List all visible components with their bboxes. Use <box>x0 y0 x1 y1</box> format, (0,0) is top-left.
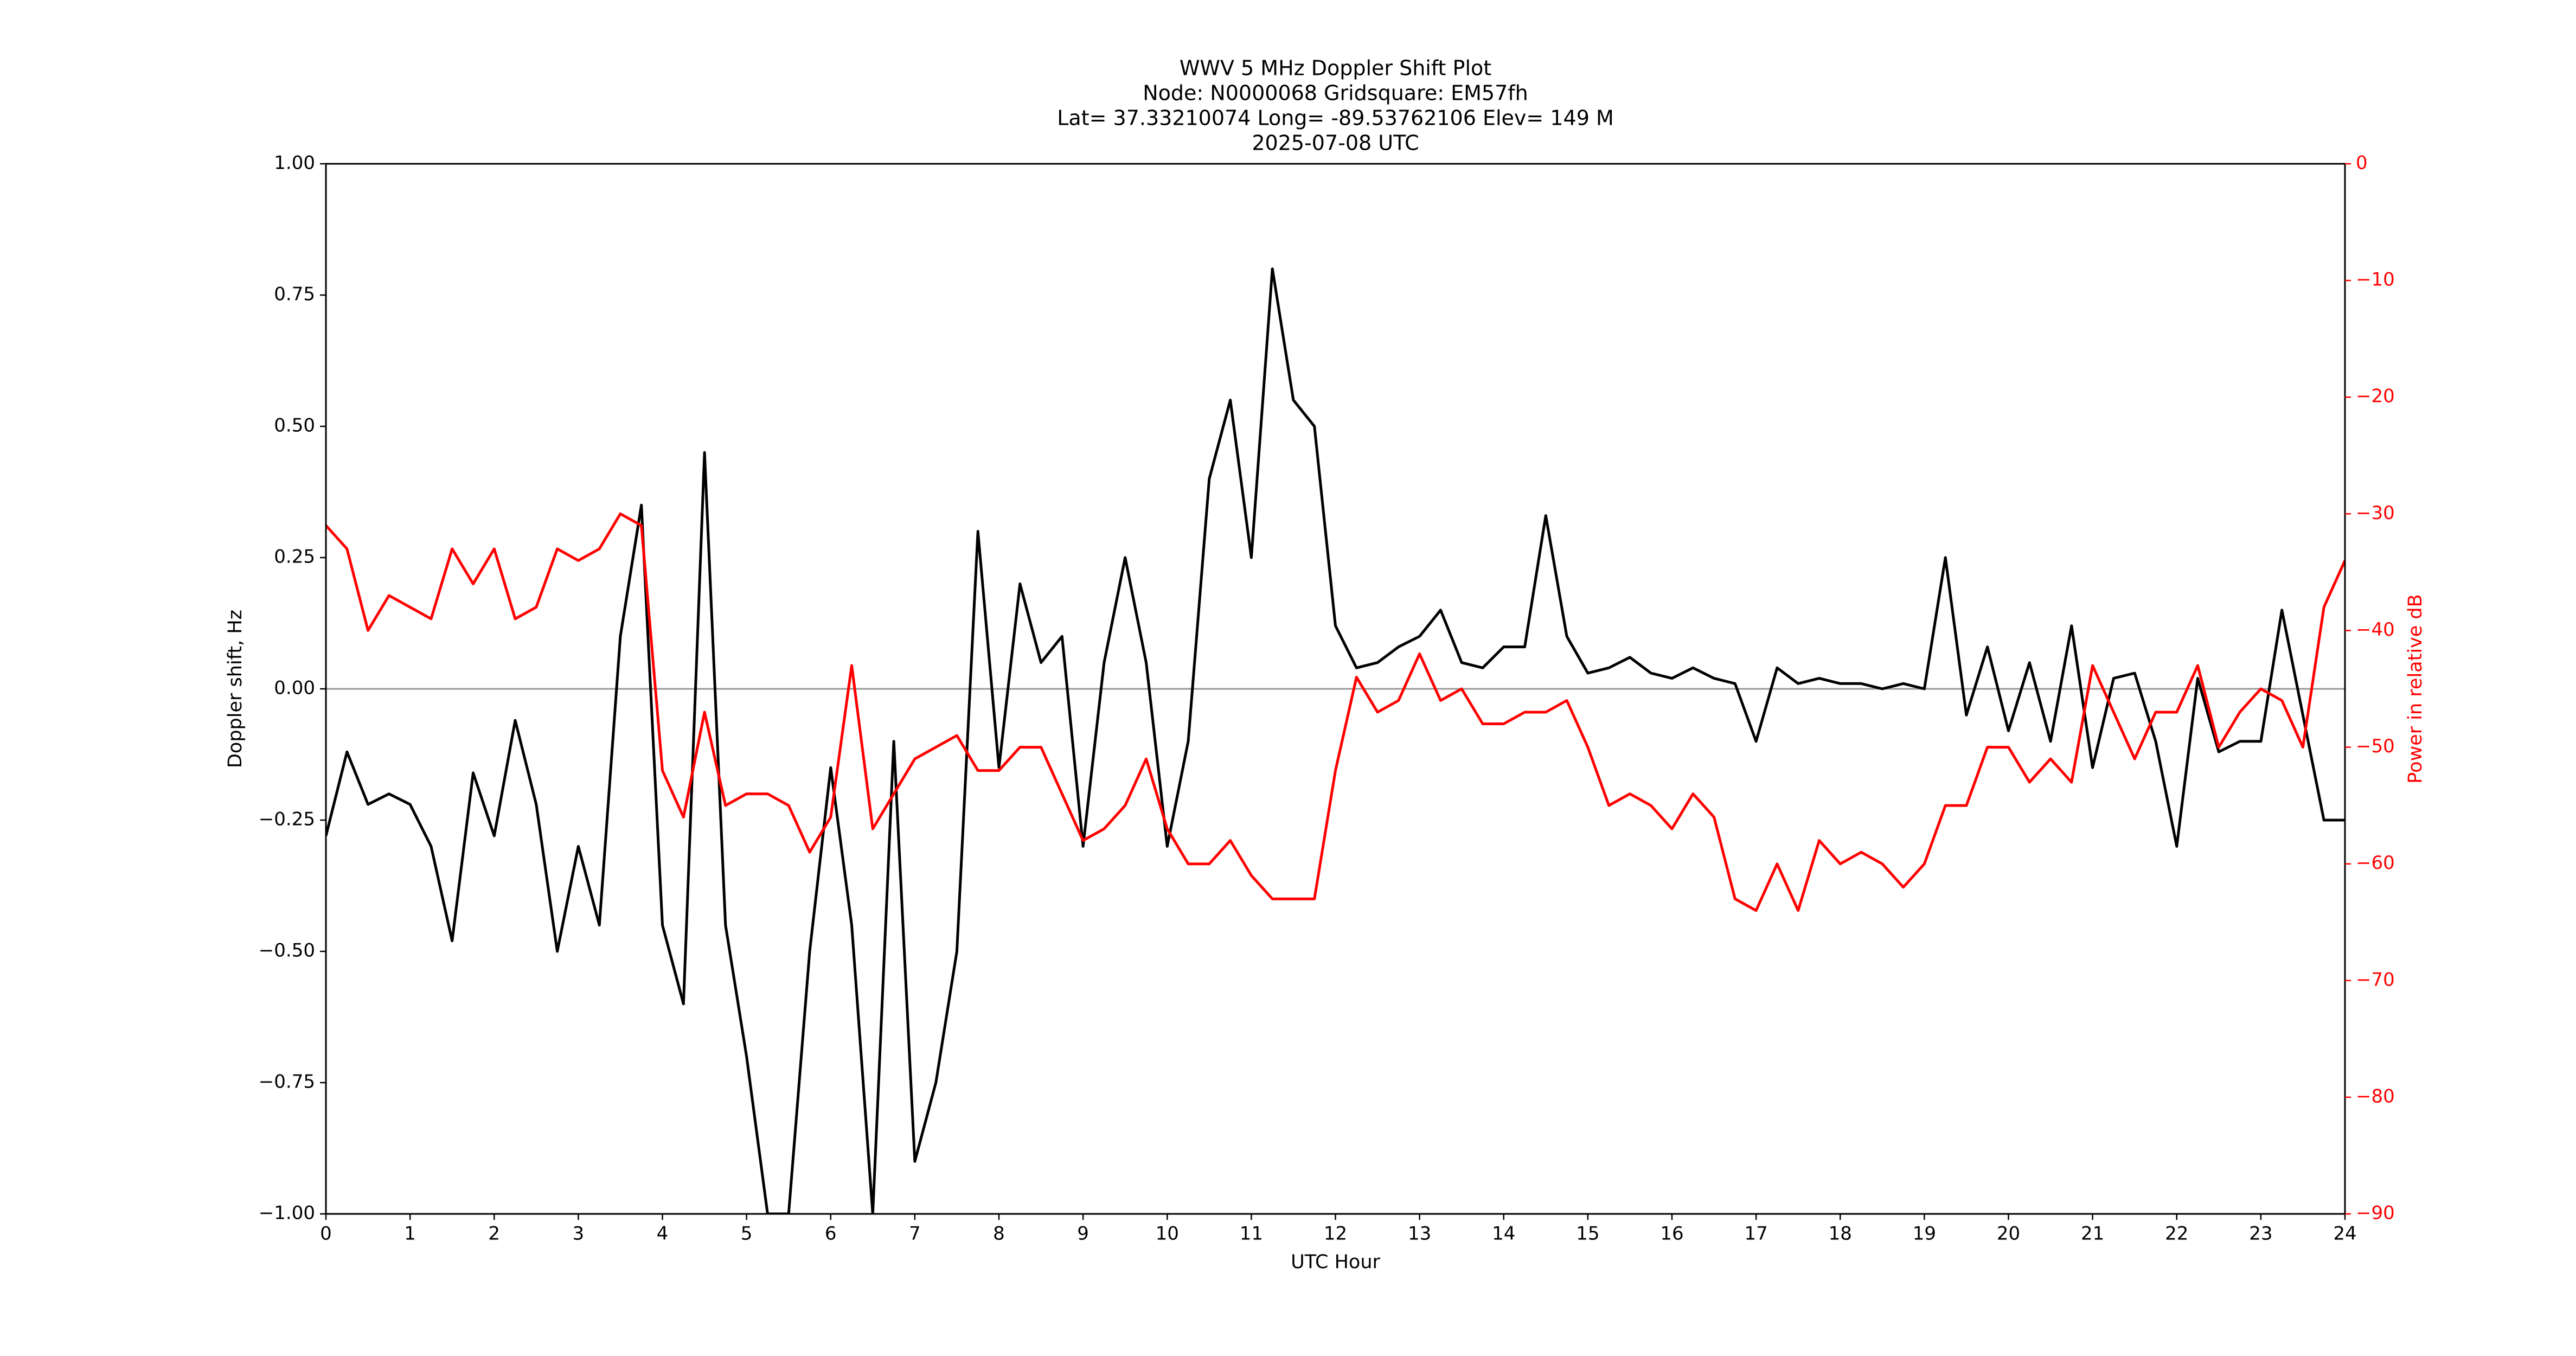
x-tick-label: 12 <box>1324 1223 1347 1245</box>
x-tick-label: 23 <box>2249 1223 2272 1245</box>
y-tick-label: 0.25 <box>274 546 315 568</box>
x-tick-label: 8 <box>993 1223 1005 1245</box>
x-tick-label: 15 <box>1576 1223 1599 1245</box>
x-tick-label: 0 <box>320 1223 332 1245</box>
y2-tick-label: −70 <box>2356 969 2395 990</box>
y2-tick-label: −40 <box>2356 619 2395 641</box>
series-line <box>326 267 2345 1214</box>
x-axis-label: UTC Hour <box>1291 1251 1380 1273</box>
series-line <box>326 512 2345 912</box>
y-tick-label: −0.75 <box>259 1071 315 1093</box>
x-tick-label: 5 <box>741 1223 753 1245</box>
x-tick-label: 1 <box>404 1223 416 1245</box>
y-axis-label: Doppler shift, Hz <box>225 610 246 768</box>
y2-tick-label: −30 <box>2356 502 2395 524</box>
y-tick-label: −0.25 <box>259 809 315 830</box>
y2-tick-label: −90 <box>2356 1203 2395 1224</box>
x-tick-label: 13 <box>1408 1223 1431 1245</box>
x-tick-label: 16 <box>1660 1223 1683 1245</box>
y2-tick-label: −10 <box>2356 269 2395 291</box>
y2-tick-label: −20 <box>2356 386 2395 407</box>
y2-tick-label: 0 <box>2356 152 2368 174</box>
y2-tick-label: −50 <box>2356 735 2395 757</box>
y2-tick-label: −80 <box>2356 1085 2395 1107</box>
y2-tick-label: −60 <box>2356 852 2395 874</box>
chart-title: WWV 5 MHz Doppler Shift Plot <box>1180 56 1491 80</box>
x-tick-label: 9 <box>1077 1223 1089 1245</box>
x-tick-label: 22 <box>2165 1223 2188 1245</box>
y2-axis-label: Power in relative dB <box>2405 594 2426 783</box>
x-tick-label: 3 <box>573 1223 585 1245</box>
y-tick-label: 0.75 <box>274 284 315 305</box>
x-tick-label: 10 <box>1156 1223 1179 1245</box>
x-tick-label: 20 <box>1997 1223 2020 1245</box>
x-tick-label: 14 <box>1492 1223 1515 1245</box>
x-tick-label: 17 <box>1744 1223 1767 1245</box>
y-tick-label: 1.00 <box>274 152 315 174</box>
x-tick-label: 24 <box>2333 1223 2356 1245</box>
x-tick-label: 2 <box>488 1223 500 1245</box>
y-tick-label: −1.00 <box>259 1203 315 1224</box>
chart-title: 2025-07-08 UTC <box>1252 131 1419 155</box>
x-tick-label: 6 <box>825 1223 837 1245</box>
x-tick-label: 11 <box>1240 1223 1263 1245</box>
chart-title: Lat= 37.33210074 Long= -89.53762106 Elev… <box>1057 106 1613 130</box>
chart-title: Node: N0000068 Gridsquare: EM57fh <box>1143 81 1528 105</box>
y-tick-label: 0.00 <box>274 677 315 699</box>
y-tick-label: 0.50 <box>274 415 315 437</box>
x-tick-label: 21 <box>2081 1223 2104 1245</box>
x-tick-label: 4 <box>657 1223 669 1245</box>
x-tick-label: 19 <box>1913 1223 1936 1245</box>
y-tick-label: −0.50 <box>259 940 315 962</box>
x-tick-label: 18 <box>1829 1223 1852 1245</box>
x-tick-label: 7 <box>909 1223 921 1245</box>
